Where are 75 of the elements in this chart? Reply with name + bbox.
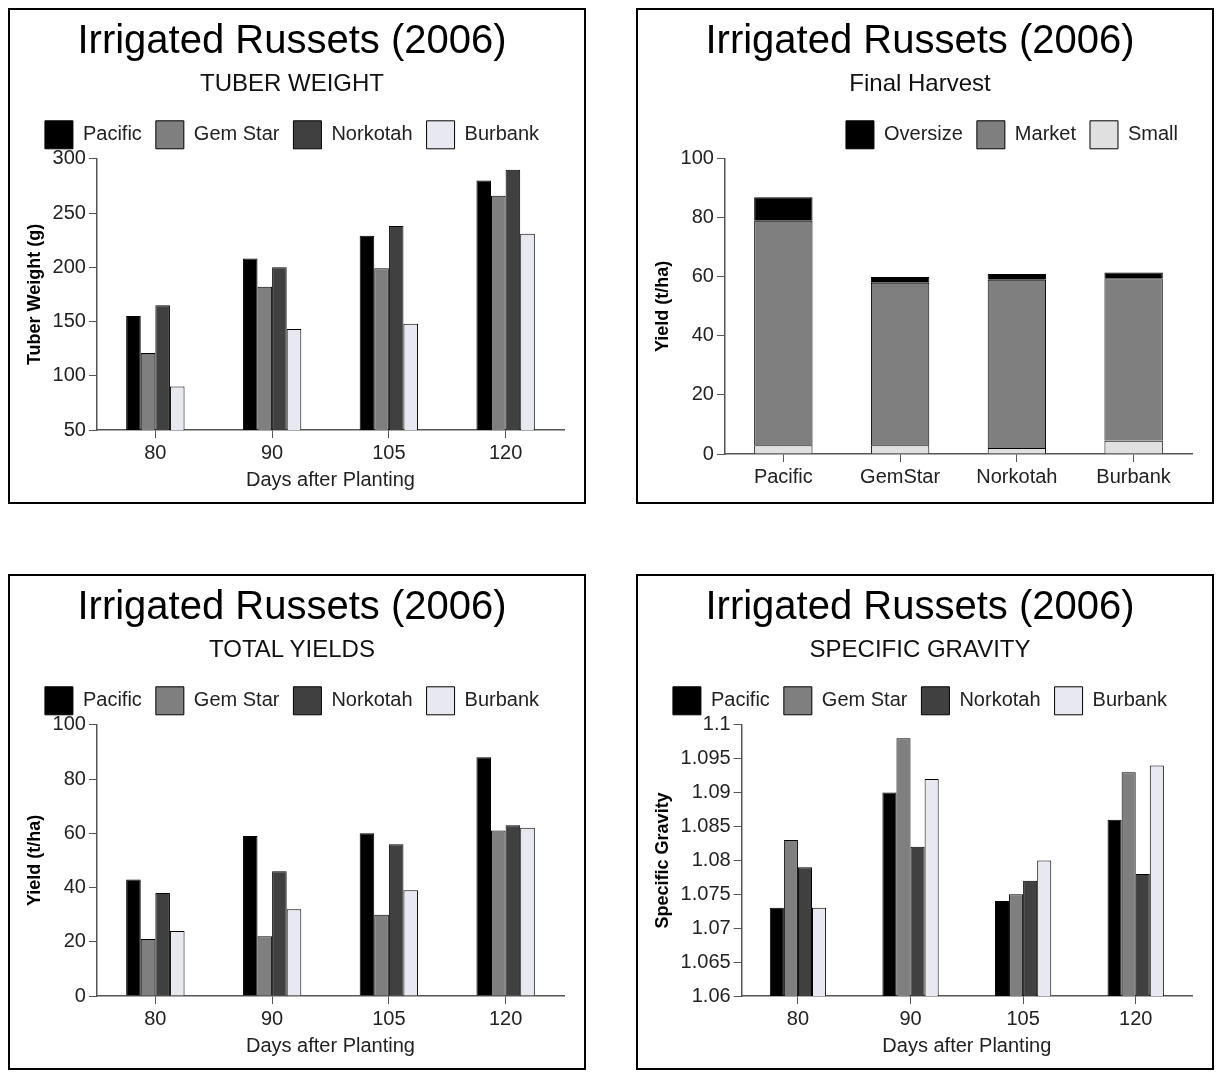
legend-label: Small	[1127, 122, 1179, 145]
x-tick-label: 105	[372, 440, 406, 463]
x-tick-label: 105	[372, 1006, 406, 1029]
y-tick-label: 20	[691, 382, 714, 405]
x-tick-label: 90	[260, 440, 284, 463]
y-tick-label: 60	[63, 820, 86, 843]
y-axis-title: Yield (t/ha)	[651, 260, 672, 353]
legend-label: Burbank	[1092, 688, 1169, 711]
chart-subtitle: TUBER WEIGHT	[200, 69, 385, 97]
y-axis-title: Tuber Weight (g)	[23, 223, 44, 366]
legend-label: Burbank	[464, 122, 541, 145]
legend-label: Norkotah	[331, 122, 413, 145]
y-tick-label: 60	[691, 264, 714, 287]
chart-title: Irrigated Russets (2006)	[705, 17, 1135, 62]
y-tick-label: 100	[680, 146, 714, 169]
y-tick-label: 1.08	[691, 847, 731, 870]
legend-label: Burbank	[464, 688, 541, 711]
y-tick-label: 1.09	[691, 780, 731, 803]
x-tick-label: 105	[1006, 1006, 1040, 1029]
legend-label: Gem Star	[821, 688, 908, 711]
y-tick-label: 40	[691, 323, 714, 346]
x-tick-label: GemStar	[860, 464, 941, 487]
y-tick-label: 100	[52, 363, 86, 386]
y-tick-label: 40	[63, 875, 86, 898]
x-axis-title: Days after Planting	[882, 1033, 1052, 1056]
y-tick-label: 150	[52, 309, 86, 332]
chart-title: Irrigated Russets (2006)	[77, 583, 507, 628]
y-tick-label: 1.1	[702, 712, 731, 735]
x-tick-label: 80	[144, 440, 167, 463]
x-tick-label: 90	[899, 1006, 922, 1029]
legend-label: Gem Star	[193, 122, 280, 145]
chart-subtitle: Final Harvest	[849, 69, 992, 97]
y-axis-title: Yield (t/ha)	[23, 814, 44, 907]
legend-label: Market	[1014, 122, 1077, 145]
chart-title: Irrigated Russets (2006)	[77, 17, 507, 62]
legend-label: Pacific	[82, 688, 142, 711]
x-tick-label: 90	[260, 1006, 284, 1029]
x-tick-label: 80	[144, 1006, 167, 1029]
y-tick-label: 1.075	[680, 881, 731, 904]
x-tick-label: Burbank	[1096, 464, 1172, 487]
x-tick-label: 120	[488, 1006, 523, 1029]
legend-label: Pacific	[710, 688, 770, 711]
y-tick-label: 1.095	[680, 746, 731, 769]
legend-label: Norkotah	[331, 688, 413, 711]
y-tick-label: 50	[63, 417, 86, 440]
bar	[1104, 272, 1163, 279]
legend-label: Pacific	[82, 122, 142, 145]
legend-label: Norkotah	[959, 688, 1041, 711]
y-tick-label: 300	[52, 146, 86, 169]
legend-label: Oversize	[883, 122, 963, 145]
x-tick-label: 80	[786, 1006, 810, 1029]
chart-subtitle: SPECIFIC GRAVITY	[809, 635, 1031, 663]
y-tick-label: 80	[63, 766, 86, 789]
y-tick-label: 20	[63, 929, 86, 952]
y-tick-label: 0	[74, 983, 86, 1006]
legend-label: Gem Star	[193, 688, 280, 711]
x-tick-label: 120	[1119, 1006, 1153, 1029]
y-tick-label: 250	[52, 200, 86, 223]
y-tick-label: 1.085	[680, 814, 731, 837]
y-tick-label: 80	[691, 205, 714, 228]
x-tick-label: 120	[488, 440, 523, 463]
y-tick-label: 1.07	[691, 915, 731, 938]
y-tick-label: 1.06	[691, 983, 731, 1006]
chart-subtitle: TOTAL YIELDS	[209, 635, 375, 663]
x-tick-label: Norkotah	[976, 464, 1058, 487]
x-tick-label: Pacific	[753, 464, 813, 487]
x-axis-title: Days after Planting	[245, 467, 415, 490]
y-tick-label: 0	[702, 441, 714, 464]
chart-title: Irrigated Russets (2006)	[705, 583, 1135, 628]
y-tick-label: 100	[52, 712, 86, 735]
y-axis-title: Specific Gravity	[651, 792, 672, 929]
x-axis-title: Days after Planting	[245, 1033, 415, 1056]
y-tick-label: 1.065	[680, 949, 731, 972]
y-tick-label: 200	[52, 254, 86, 277]
bar	[754, 197, 813, 221]
